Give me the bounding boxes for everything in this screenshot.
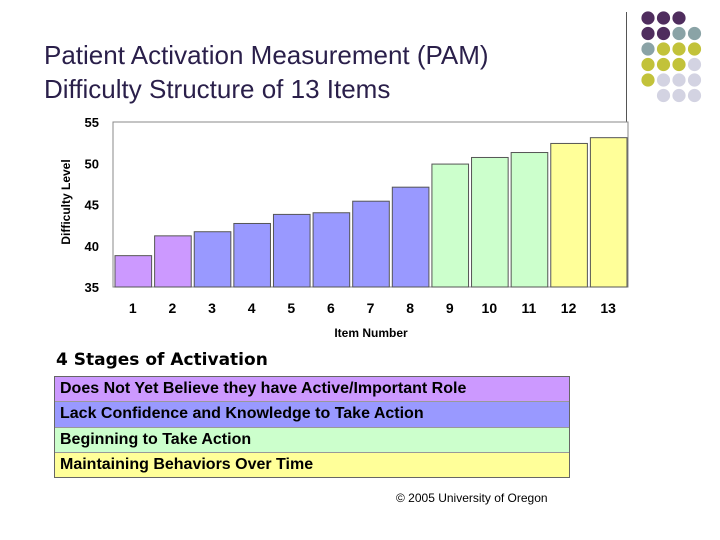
x-tick-label: 6 (327, 300, 335, 316)
bar-item-10 (471, 156, 509, 288)
x-tick-label: 2 (169, 300, 177, 316)
decorative-dot-grid (641, 11, 702, 103)
y-tick-label: 50 (85, 156, 99, 171)
decor-dot (641, 26, 655, 41)
title-line-1: Patient Activation Measurement (PAM) (44, 40, 489, 70)
difficulty-bar-chart: Difficulty Level Item Number 35404550551… (59, 115, 629, 340)
y-tick-label: 45 (85, 198, 99, 213)
bar-item-3 (193, 231, 232, 288)
decorative-divider (626, 12, 627, 134)
slide-title: Patient Activation Measurement (PAM) Dif… (44, 38, 624, 106)
x-tick-label: 13 (600, 300, 616, 316)
bar-item-9 (431, 163, 470, 288)
y-axis-label: Difficulty Level (59, 159, 73, 244)
decor-dot (687, 26, 702, 41)
y-tick-label: 40 (85, 239, 99, 254)
x-tick-label: 4 (248, 300, 256, 316)
x-tick-label: 11 (522, 300, 537, 316)
bar-item-4 (233, 222, 271, 288)
decor-dot (641, 73, 655, 87)
x-tick-label: 8 (406, 300, 414, 316)
x-tick-label: 7 (367, 300, 375, 316)
x-tick-label: 1 (129, 300, 137, 316)
decor-dot (641, 11, 655, 25)
stage-row-4: Maintaining Behaviors Over Time (55, 452, 569, 477)
bar-item-7 (352, 200, 390, 288)
x-tick-label: 9 (446, 300, 454, 316)
decor-dot (656, 88, 671, 103)
x-tick-label: 12 (561, 300, 577, 316)
x-tick-label: 5 (287, 300, 295, 316)
decor-dot (687, 42, 702, 56)
decor-dot (656, 26, 671, 41)
stage-row-2: Lack Confidence and Knowledge to Take Ac… (55, 402, 569, 428)
y-tick-label: 35 (85, 280, 99, 295)
decor-dot (672, 11, 686, 25)
decor-dot (656, 11, 671, 25)
stage-row-3: Beginning to Take Action (55, 427, 569, 453)
bar-item-5 (272, 213, 311, 288)
decor-dot (641, 57, 655, 72)
copyright-text: © 2005 University of Oregon (396, 491, 548, 505)
decor-dot (672, 42, 686, 56)
x-tick-label: 3 (208, 300, 216, 316)
decor-dot (672, 73, 686, 87)
x-tick-label: 10 (482, 300, 498, 316)
decor-dot (687, 73, 702, 87)
y-tick-label: 55 (85, 115, 99, 130)
decor-dot (672, 88, 686, 103)
title-line-2: Difficulty Structure of 13 Items (44, 74, 391, 104)
decor-dot (656, 57, 671, 72)
stages-table: Does Not Yet Believe they have Active/Im… (54, 376, 570, 478)
decor-dot (656, 42, 671, 56)
bar-item-13 (589, 137, 628, 288)
x-axis-label: Item Number (334, 326, 408, 340)
bar-item-1 (114, 255, 153, 288)
decor-dot (672, 57, 686, 72)
decor-dot (656, 73, 671, 87)
stages-heading: 4 Stages of Activation (56, 350, 268, 370)
decor-dot (672, 26, 686, 41)
decor-dot (641, 42, 655, 56)
bar-item-12 (550, 142, 588, 288)
bar-item-6 (312, 212, 351, 288)
decor-dot (687, 88, 702, 103)
bar-item-8 (391, 186, 430, 288)
bar-item-2 (154, 235, 192, 288)
bar-item-11 (510, 152, 549, 288)
stage-row-1: Does Not Yet Believe they have Active/Im… (55, 377, 569, 403)
decor-dot (687, 57, 702, 72)
